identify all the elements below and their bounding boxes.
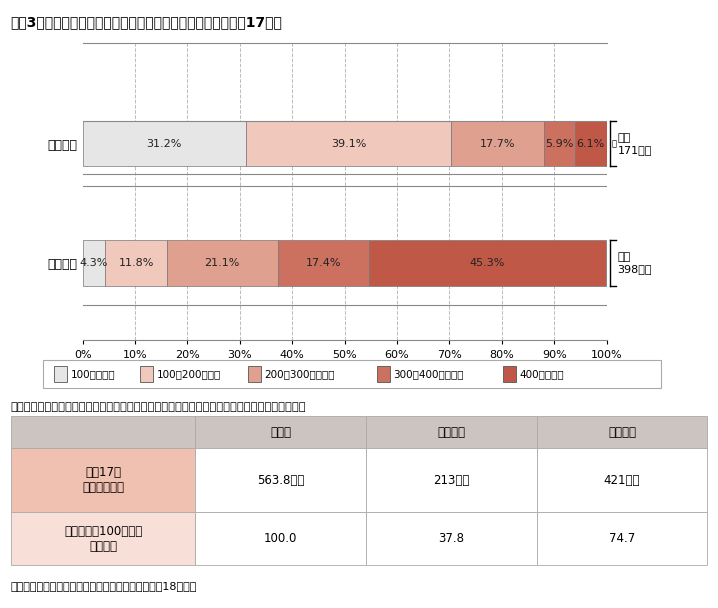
Text: 全世帯: 全世帯	[270, 426, 291, 439]
Text: 平均
171万円: 平均 171万円	[617, 133, 652, 154]
Bar	[544, 121, 574, 167]
Text: 100.0: 100.0	[264, 532, 297, 545]
Text: 39.1%: 39.1%	[331, 139, 366, 149]
Text: 6.1%: 6.1%	[577, 139, 605, 149]
Text: 一般世帯を100とした
場合の比: 一般世帯を100とした 場合の比	[64, 525, 142, 553]
Text: 300～400万円未満: 300～400万円未満	[393, 369, 464, 379]
Bar	[83, 121, 246, 167]
Text: 21.1%: 21.1%	[205, 258, 240, 268]
Text: 31.2%: 31.2%	[146, 139, 182, 149]
Text: 母子世帯: 母子世帯	[437, 426, 465, 439]
Text: 200～300万円未満: 200～300万円未満	[264, 369, 335, 379]
Bar	[369, 240, 606, 286]
Text: 図表3　母子世帯・父子世帯の年間就労収入の構成割合（平成17年）: 図表3 母子世帯・父子世帯の年間就労収入の構成割合（平成17年）	[11, 15, 283, 29]
Text: （参考）全世帯と母子・父子世帯の年間平均収入の比較（就労収入以外も含む世帯全体の収入）: （参考）全世帯と母子・父子世帯の年間平均収入の比較（就労収入以外も含む世帯全体の…	[11, 402, 307, 412]
Text: 5.9%: 5.9%	[545, 139, 574, 149]
Text: 421万円: 421万円	[604, 474, 640, 486]
Text: 資料：「全国母子世帯等調査」（厚生労働省、平成18年度）: 資料：「全国母子世帯等調査」（厚生労働省、平成18年度）	[11, 581, 197, 591]
Bar	[167, 240, 278, 286]
Text: 400万円以上: 400万円以上	[519, 369, 564, 379]
Text: 4.3%: 4.3%	[80, 258, 108, 268]
Bar	[105, 240, 167, 286]
Bar	[574, 121, 607, 167]
Text: 100万円未満: 100万円未満	[70, 369, 115, 379]
Text: 74.7: 74.7	[609, 532, 635, 545]
Text: 17.7%: 17.7%	[480, 139, 516, 149]
Text: 45.3%: 45.3%	[470, 258, 505, 268]
Text: 17.4%: 17.4%	[305, 258, 341, 268]
Bar	[278, 240, 369, 286]
Bar	[246, 121, 451, 167]
Text: 37.8: 37.8	[438, 532, 465, 545]
Bar	[83, 240, 105, 286]
Text: 父子世帯: 父子世帯	[608, 426, 636, 439]
Text: 平成17年
年間平均収入: 平成17年 年間平均収入	[82, 466, 124, 494]
Text: 100～200円未満: 100～200円未満	[157, 369, 220, 379]
Bar	[451, 121, 544, 167]
Text: 平均
398万円: 平均 398万円	[617, 252, 652, 274]
Text: 11.8%: 11.8%	[118, 258, 154, 268]
Text: 213万円: 213万円	[433, 474, 470, 486]
Text: ⌒: ⌒	[612, 139, 617, 148]
Text: 563.8万円: 563.8万円	[257, 474, 304, 486]
